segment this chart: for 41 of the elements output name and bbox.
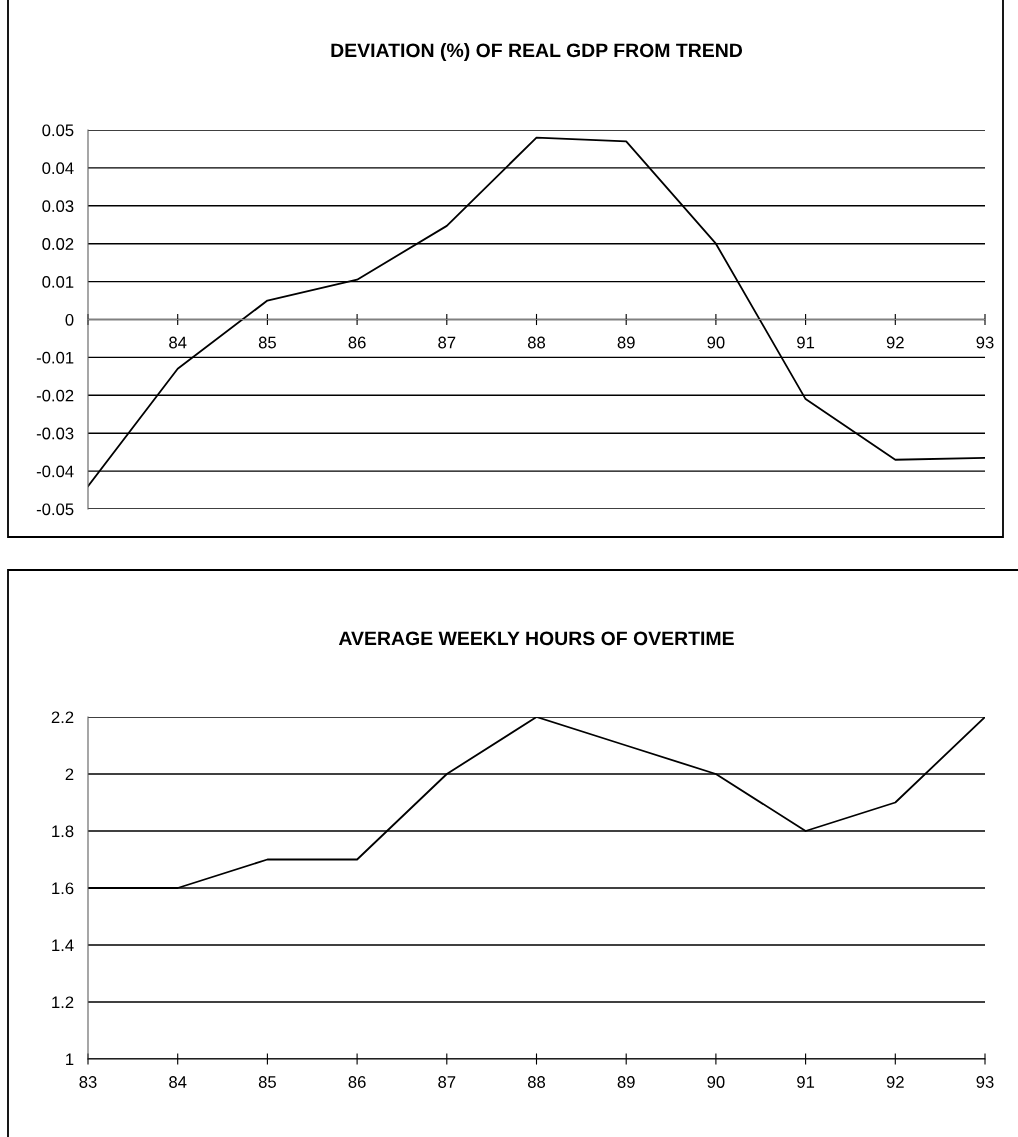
x-tick-label: 93 xyxy=(976,336,994,349)
x-tick-label: 89 xyxy=(617,336,635,349)
y-tick-label: 0 xyxy=(65,313,74,326)
x-tick-label: 88 xyxy=(527,1076,546,1088)
y-tick-label: 2 xyxy=(65,768,74,781)
x-tick-label: 88 xyxy=(527,336,546,349)
y-tick-label: 1 xyxy=(66,1053,74,1066)
y-tick-label: -0.02 xyxy=(36,389,74,402)
y-tick-label: 0.04 xyxy=(42,162,74,175)
chart-title: DEVIATION (%) OF REAL GDP FROM TREND xyxy=(331,42,743,62)
x-tick-label: 83 xyxy=(79,1076,97,1088)
x-tick-label: 84 xyxy=(169,336,187,349)
x-tick-label: 90 xyxy=(707,1076,725,1088)
y-tick-label: 1.6 xyxy=(52,882,74,895)
y-tick-label: 0.02 xyxy=(42,238,74,250)
x-tick-label: 90 xyxy=(707,336,725,349)
x-tick-label: 85 xyxy=(258,336,276,349)
x-tick-label: 91 xyxy=(797,336,815,349)
y-tick-label: -0.01 xyxy=(36,351,74,364)
x-tick-label: 92 xyxy=(886,336,904,349)
x-tick-label: 86 xyxy=(348,1076,366,1088)
chart-title: AVERAGE WEEKLY HOURS OF OVERTIME xyxy=(338,631,734,646)
y-tick-label: -0.03 xyxy=(36,427,74,440)
x-tick-label: 93 xyxy=(976,1076,994,1088)
x-tick-label: 87 xyxy=(438,1076,456,1088)
y-tick-label: -0.05 xyxy=(36,503,74,516)
y-tick-label: 2.2 xyxy=(51,711,74,724)
y-tick-label: -0.04 xyxy=(36,465,74,478)
x-tick-label: 85 xyxy=(258,1076,276,1088)
x-tick-label: 84 xyxy=(169,1076,187,1088)
y-tick-label: 0.05 xyxy=(42,124,74,137)
x-tick-label: 89 xyxy=(617,1076,635,1088)
y-tick-label: 0.03 xyxy=(42,200,74,212)
y-tick-label: 1.8 xyxy=(52,825,74,838)
x-tick-label: 91 xyxy=(797,1076,815,1088)
x-tick-label: 87 xyxy=(438,336,456,349)
y-tick-label: 1.2 xyxy=(52,996,74,1009)
x-tick-label: 92 xyxy=(886,1076,904,1088)
y-tick-label: 0.01 xyxy=(42,276,74,288)
y-tick-label: 1.4 xyxy=(52,939,74,952)
x-tick-label: 86 xyxy=(348,336,366,349)
